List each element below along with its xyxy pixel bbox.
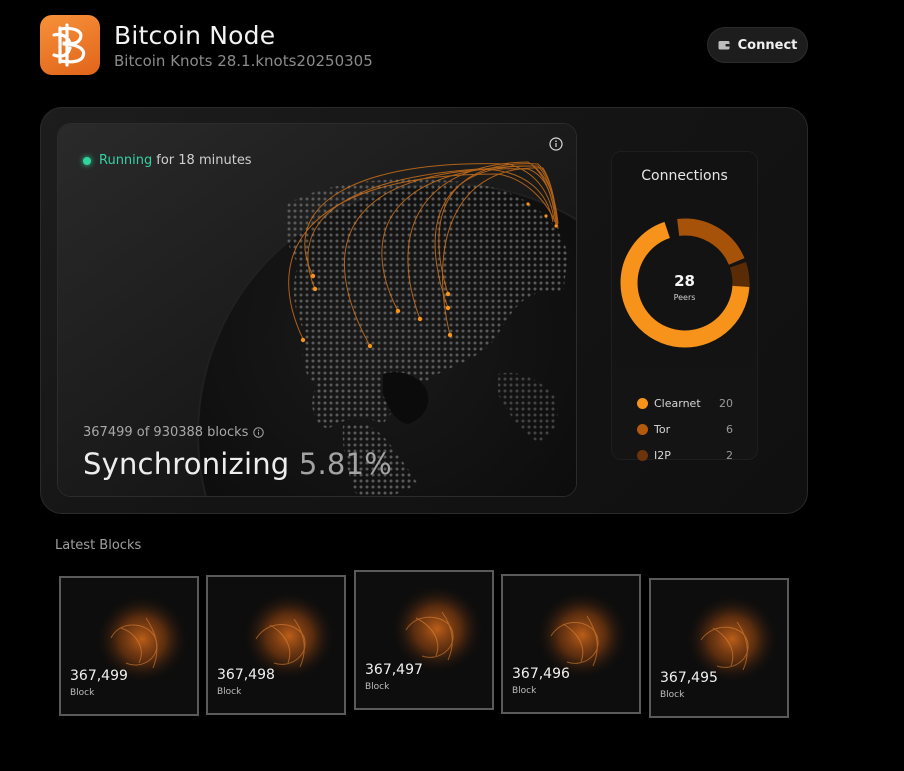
legend-label: Clearnet	[654, 396, 701, 410]
page-title: Bitcoin Node	[114, 20, 276, 50]
block-label: Block	[660, 690, 685, 700]
block-tile-367497[interactable]: 367,497 Block	[354, 570, 494, 710]
block-label: Block	[512, 686, 537, 696]
block-number: 367,499	[70, 668, 128, 684]
connections-donut-chart	[620, 218, 750, 348]
block-art-icon	[85, 594, 189, 694]
sync-status-card: Running for 18 minutes 367499 of 930388 …	[57, 123, 577, 497]
bitcoin-knots-logo	[40, 15, 100, 75]
legend-item-tor: Tor 6	[637, 416, 733, 442]
sync-percent: 5.81%	[298, 447, 392, 481]
peers-label: Peers	[673, 293, 696, 302]
connections-legend: Clearnet 20 Tor 6 I2P 2	[637, 390, 733, 468]
clearnet-dot-icon	[637, 397, 648, 409]
block-number: 367,495	[660, 670, 718, 686]
block-label: Block	[365, 682, 390, 692]
connections-card: Connections 28 Peers Clearnet 20 Tor 6 I…	[611, 151, 758, 462]
connect-button[interactable]: Connect	[707, 27, 808, 63]
blocks-info-icon[interactable]	[253, 427, 265, 438]
block-label: Block	[70, 688, 95, 698]
legend-label: I2P	[654, 448, 671, 462]
legend-label: Tor	[654, 422, 671, 436]
legend-item-i2p: I2P 2	[637, 442, 733, 468]
legend-value: 2	[726, 448, 733, 462]
block-label: Block	[217, 687, 242, 697]
legend-value: 20	[719, 396, 733, 410]
block-number: 367,497	[365, 662, 423, 678]
wallet-icon	[718, 41, 730, 50]
version-subtitle: Bitcoin Knots 28.1.knots20250305	[114, 51, 373, 70]
block-art-icon	[525, 590, 629, 690]
blocks-progress: 367499 of 930388 blocks	[83, 425, 265, 440]
status-duration: for 18 minutes	[156, 153, 252, 168]
sync-label: Synchronizing	[83, 447, 290, 481]
tor-dot-icon	[637, 423, 648, 435]
legend-item-clearnet: Clearnet 20	[637, 390, 733, 416]
peers-count: 28	[674, 272, 695, 290]
node-status: Running for 18 minutes	[83, 153, 252, 168]
connect-button-label: Connect	[737, 37, 798, 53]
app-header: Bitcoin Node Bitcoin Knots 28.1.knots202…	[40, 15, 373, 75]
legend-value: 6	[726, 422, 733, 436]
i2p-dot-icon	[637, 449, 648, 461]
block-art-icon	[232, 591, 336, 691]
block-tile-367498[interactable]: 367,498 Block	[206, 575, 346, 715]
globe-illustration	[58, 124, 576, 496]
latest-blocks-title: Latest Blocks	[55, 538, 142, 553]
block-number: 367,496	[512, 666, 570, 682]
block-art-icon	[675, 594, 779, 694]
logo-knot-icon	[52, 23, 86, 67]
running-indicator-icon	[83, 156, 91, 165]
block-art-icon	[380, 584, 484, 684]
info-icon[interactable]	[549, 137, 563, 151]
connections-title: Connections	[641, 168, 728, 184]
status-state: Running	[99, 153, 153, 168]
block-tile-367496[interactable]: 367,496 Block	[501, 574, 641, 714]
block-tile-367499[interactable]: 367,499 Block	[59, 576, 199, 716]
blocks-progress-text: 367499 of 930388 blocks	[83, 425, 249, 440]
sync-status-title: Synchronizing 5.81%	[83, 447, 392, 481]
block-tile-367495[interactable]: 367,495 Block	[649, 578, 789, 718]
block-number: 367,498	[217, 667, 275, 683]
